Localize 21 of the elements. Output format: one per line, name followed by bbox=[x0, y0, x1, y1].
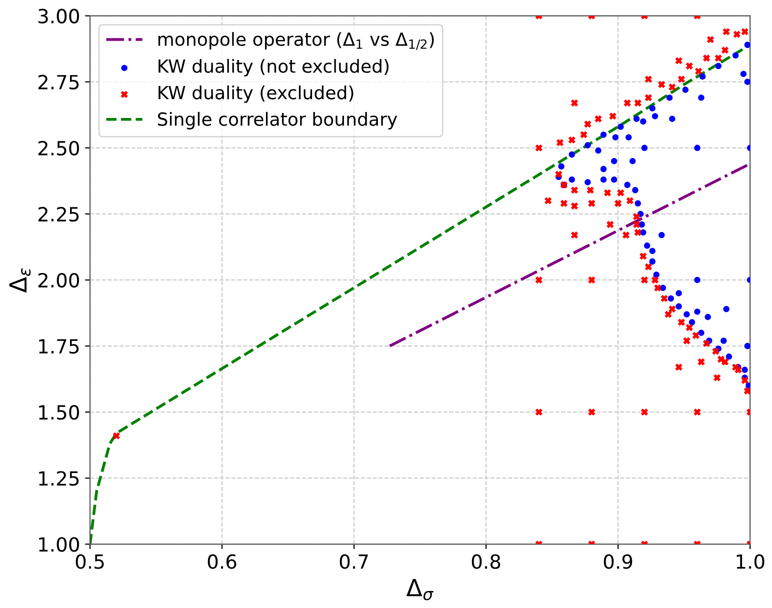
y-tick-label: 2.25 bbox=[38, 206, 79, 222]
y-tick-label: 2.00 bbox=[38, 272, 79, 288]
y-tick-label: 1.00 bbox=[39, 537, 79, 552]
x-axis-title: Δ$_{σ}$ bbox=[406, 578, 434, 600]
x-tick-label: 0.6 bbox=[208, 554, 236, 569]
y-tick-label: 1.50 bbox=[39, 405, 79, 420]
x-tick-label: 0.8 bbox=[472, 554, 500, 569]
y-axis-title: Δ$_{ε}$ bbox=[9, 268, 31, 293]
legend-label: monopole operator (Δ$_{1}$ vs Δ$_{1/2}$) bbox=[158, 32, 434, 50]
x-tick-label: 0.7 bbox=[340, 554, 368, 569]
x-tick-label: 1.0 bbox=[736, 554, 764, 569]
x-tick-label: 0.9 bbox=[604, 554, 632, 569]
y-tick-label: 2.75 bbox=[38, 74, 79, 90]
y-tick-label: 1.25 bbox=[39, 471, 79, 486]
x-tick-label: 0.5 bbox=[76, 554, 104, 569]
legend-label: KW duality (excluded) bbox=[158, 85, 354, 103]
y-tick-label: 1.75 bbox=[39, 339, 79, 354]
y-tick-label: 3.00 bbox=[38, 8, 79, 24]
y-tick-label: 2.50 bbox=[38, 140, 79, 156]
legend-label: KW duality (not excluded) bbox=[158, 58, 389, 76]
legend-label: Single correlator boundary bbox=[158, 112, 398, 130]
